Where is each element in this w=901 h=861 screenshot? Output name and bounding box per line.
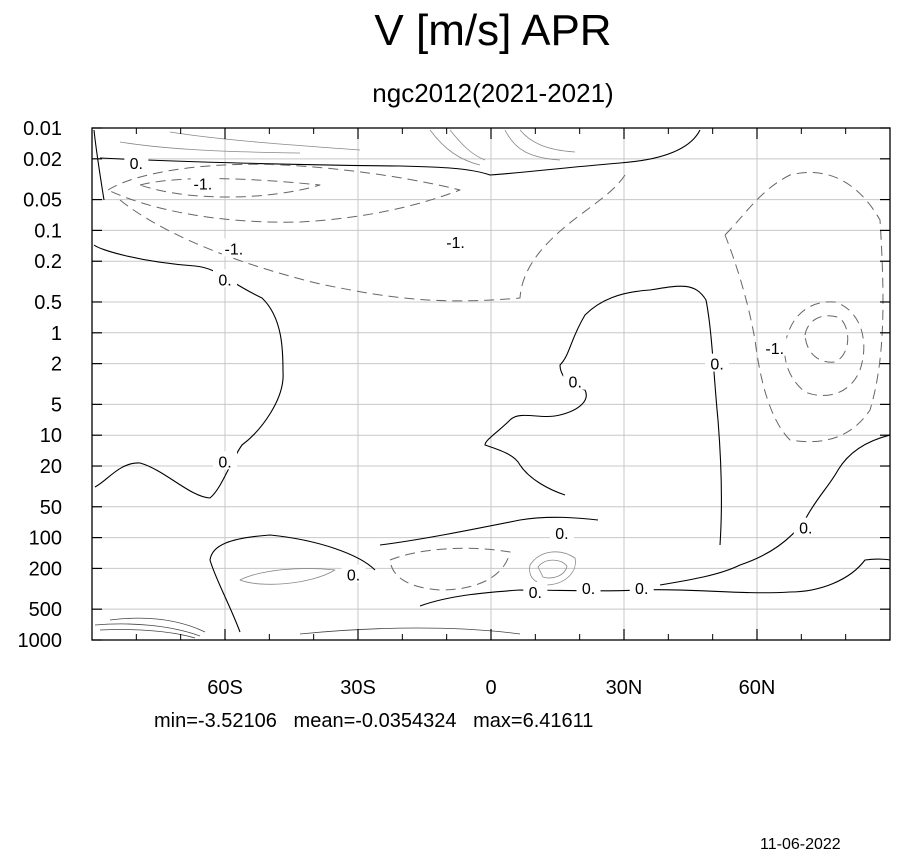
contour-negative-line <box>389 547 511 591</box>
y-tick-label: 0.2 <box>34 251 62 273</box>
y-tick-label: 50 <box>40 497 62 519</box>
contour-labels: 0. -1. -1. -1. 0. 0. 0. 0. -1. 0. 0. 0. 0. 0. 0. <box>124 153 818 602</box>
stat-max: max=6.41611 <box>473 710 594 732</box>
contour-line <box>119 141 301 154</box>
contour-zero-line <box>484 285 722 546</box>
contour-negative-line <box>804 315 849 363</box>
y-tick-label: 0.01 <box>23 118 62 140</box>
contour-label-bg <box>213 451 237 470</box>
contour-line <box>239 568 336 585</box>
contour-label-bg <box>793 517 818 536</box>
contour-label: 0. <box>130 156 143 173</box>
contour-label: -1. <box>446 235 465 252</box>
contour-label-bg <box>762 337 787 356</box>
contour-line <box>99 629 196 639</box>
y-tick-label: 2 <box>51 354 62 376</box>
contour-line <box>537 559 568 579</box>
contour-label: -1. <box>765 341 784 358</box>
stat-min: min=-3.52106 <box>154 710 277 732</box>
y-tick-label: 0.1 <box>34 220 62 242</box>
contour-negative-line <box>724 171 884 443</box>
contour-lines <box>93 129 891 639</box>
y-tick-label: 0.5 <box>34 292 62 314</box>
contour-line <box>519 129 576 153</box>
contour-label-bg <box>549 522 574 541</box>
chart-title: V [m/s] APR <box>374 6 612 55</box>
contour-label-bg <box>341 564 366 583</box>
y-tick-label: 5 <box>51 394 62 416</box>
y-tick-label: 100 <box>29 528 62 550</box>
contour-line <box>529 551 576 586</box>
contour-label: 0. <box>582 581 595 598</box>
contour-label-bg <box>523 582 548 601</box>
contour-label: 0. <box>569 375 582 392</box>
contour-zero-line <box>209 534 376 633</box>
contour-label-bg <box>563 371 588 390</box>
contour-line <box>449 129 486 161</box>
y-tick-label: 10 <box>40 425 62 447</box>
contour-line <box>429 129 481 166</box>
axes: 60S 30S 0 30N 60N 0.01 0.02 0.05 0.1 0.2 0.5 1 2 5 10 2… <box>18 118 891 699</box>
contour-negative-line <box>119 174 626 302</box>
contour-label-bg <box>213 269 237 288</box>
contour-label-bg <box>705 353 730 372</box>
contour-zero-line <box>99 129 701 176</box>
contour-label-bg <box>443 232 468 251</box>
x-tick-label: 30S <box>340 677 376 699</box>
x-tick-label: 60N <box>739 677 776 699</box>
contour-label: 0. <box>218 272 231 289</box>
y-tick-label: 200 <box>29 558 62 580</box>
contour-zero-line <box>93 244 284 499</box>
contour-line <box>504 129 561 161</box>
contour-zero-line <box>419 558 891 607</box>
contour-line <box>169 131 361 151</box>
x-tick-label: 30N <box>606 677 643 699</box>
contour-line <box>94 623 201 637</box>
contour-label-bg <box>124 153 149 172</box>
contour-negative-line <box>139 178 321 198</box>
contour-label-bg <box>221 238 246 257</box>
contour-zero-line <box>93 129 105 201</box>
contour-label-bg <box>629 577 654 596</box>
contour-label: 0. <box>710 357 723 374</box>
contour-zero-line <box>379 516 599 546</box>
y-tick-label: 20 <box>40 456 62 478</box>
x-tick-label: 60S <box>207 677 243 699</box>
contour-label-bg <box>576 577 601 596</box>
x-tick-label: 0 <box>485 677 496 699</box>
contour-label: -1. <box>193 177 212 194</box>
grid-lines <box>92 127 890 641</box>
contour-line <box>299 627 521 635</box>
y-tick-label: 500 <box>29 599 62 621</box>
contour-label: 0. <box>635 581 648 598</box>
y-tick-label: 0.05 <box>23 190 62 212</box>
contour-zero-line <box>659 434 891 586</box>
y-tick-label: 0.02 <box>23 149 62 171</box>
contour-line <box>109 617 206 633</box>
contour-label: 0. <box>799 521 812 538</box>
chart-subtitle: ngc2012(2021-2021) <box>372 78 614 108</box>
y-tick-label: 1000 <box>18 630 63 652</box>
y-tick-label: 1 <box>51 323 62 345</box>
contour-negative-line <box>107 163 461 223</box>
contour-label: 0. <box>218 454 231 471</box>
stat-mean: mean=-0.0354324 <box>293 710 457 732</box>
contour-label-bg <box>190 173 215 192</box>
summary-statistics: min=-3.52106 mean=-0.0354324 max=6.41611 <box>154 710 593 733</box>
contour-label: -1. <box>225 241 244 258</box>
contour-label: 0. <box>347 568 360 585</box>
contour-negative-line <box>784 301 865 396</box>
contour-label: 0. <box>529 585 542 602</box>
plot-date: 11-06-2022 <box>760 836 841 853</box>
contour-label: 0. <box>555 526 568 543</box>
